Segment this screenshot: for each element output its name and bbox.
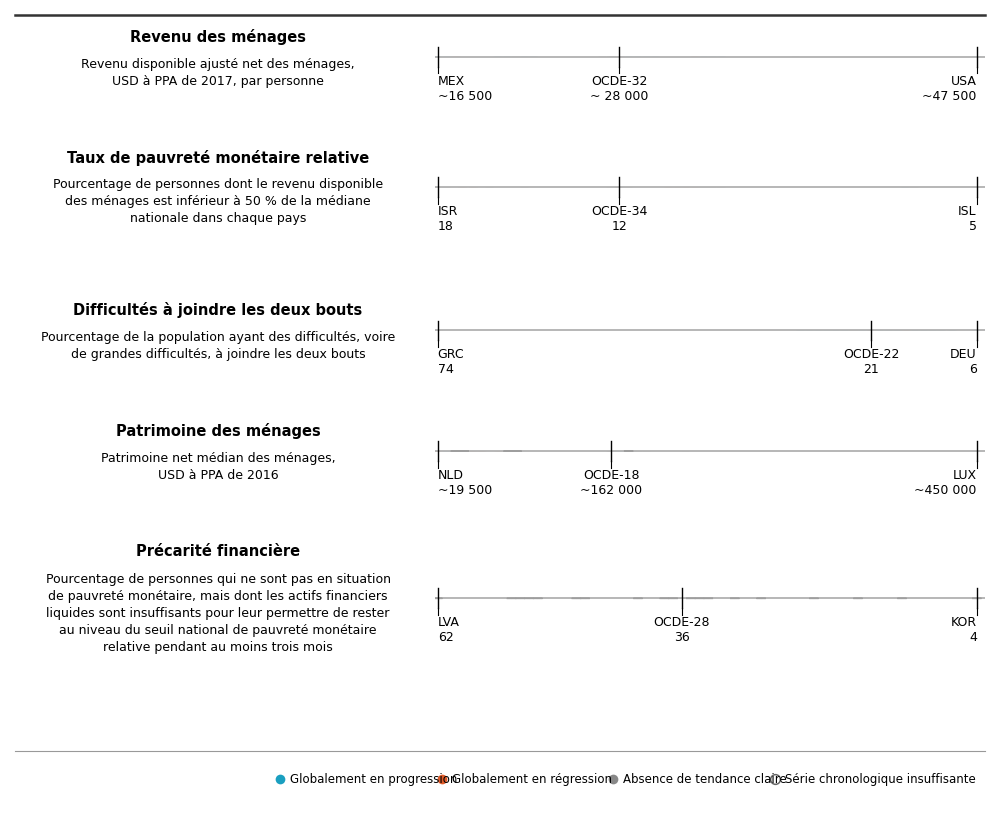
- Text: GRC
74: GRC 74: [438, 348, 464, 376]
- Text: Globalement en régression: Globalement en régression: [452, 773, 612, 786]
- Text: OCDE-18
~162 000: OCDE-18 ~162 000: [580, 469, 642, 497]
- Text: Pourcentage de personnes dont le revenu disponible
des ménages est inférieur à 5: Pourcentage de personnes dont le revenu …: [53, 179, 383, 226]
- Text: ISR
18: ISR 18: [438, 205, 458, 233]
- Text: MEX
~16 500: MEX ~16 500: [438, 75, 492, 103]
- Text: DEU
6: DEU 6: [950, 348, 977, 376]
- Text: Pourcentage de la population ayant des difficultés, voire
de grandes difficultés: Pourcentage de la population ayant des d…: [41, 331, 395, 361]
- Text: Revenu disponible ajusté net des ménages,
USD à PPA de 2017, par personne: Revenu disponible ajusté net des ménages…: [81, 58, 355, 87]
- Text: Absence de tendance claire: Absence de tendance claire: [623, 773, 787, 786]
- Text: NLD
~19 500: NLD ~19 500: [438, 469, 492, 497]
- Text: USA
~47 500: USA ~47 500: [922, 75, 977, 103]
- Text: Série chronologique insuffisante: Série chronologique insuffisante: [785, 773, 976, 786]
- Text: ISL
5: ISL 5: [958, 205, 977, 233]
- Text: Taux de pauvreté monétaire relative: Taux de pauvreté monétaire relative: [67, 150, 369, 165]
- Text: KOR
4: KOR 4: [951, 616, 977, 644]
- Text: Globalement en progression: Globalement en progression: [290, 773, 458, 786]
- Text: Difficultés à joindre les deux bouts: Difficultés à joindre les deux bouts: [73, 302, 363, 319]
- Text: Revenu des ménages: Revenu des ménages: [130, 29, 306, 44]
- Text: Pourcentage de personnes qui ne sont pas en situation
de pauvreté monétaire, mai: Pourcentage de personnes qui ne sont pas…: [46, 573, 390, 653]
- Text: LVA
62: LVA 62: [438, 616, 460, 644]
- Text: OCDE-32
~ 28 000: OCDE-32 ~ 28 000: [590, 75, 648, 103]
- Text: Patrimoine des ménages: Patrimoine des ménages: [116, 423, 320, 439]
- Text: LUX
~450 000: LUX ~450 000: [914, 469, 977, 497]
- Text: OCDE-34
12: OCDE-34 12: [591, 205, 647, 233]
- Text: OCDE-28
36: OCDE-28 36: [654, 616, 710, 644]
- Text: OCDE-22
21: OCDE-22 21: [843, 348, 899, 376]
- Text: Patrimoine net médian des ménages,
USD à PPA de 2016: Patrimoine net médian des ménages, USD à…: [101, 452, 335, 482]
- Text: Précarité financière: Précarité financière: [136, 544, 300, 559]
